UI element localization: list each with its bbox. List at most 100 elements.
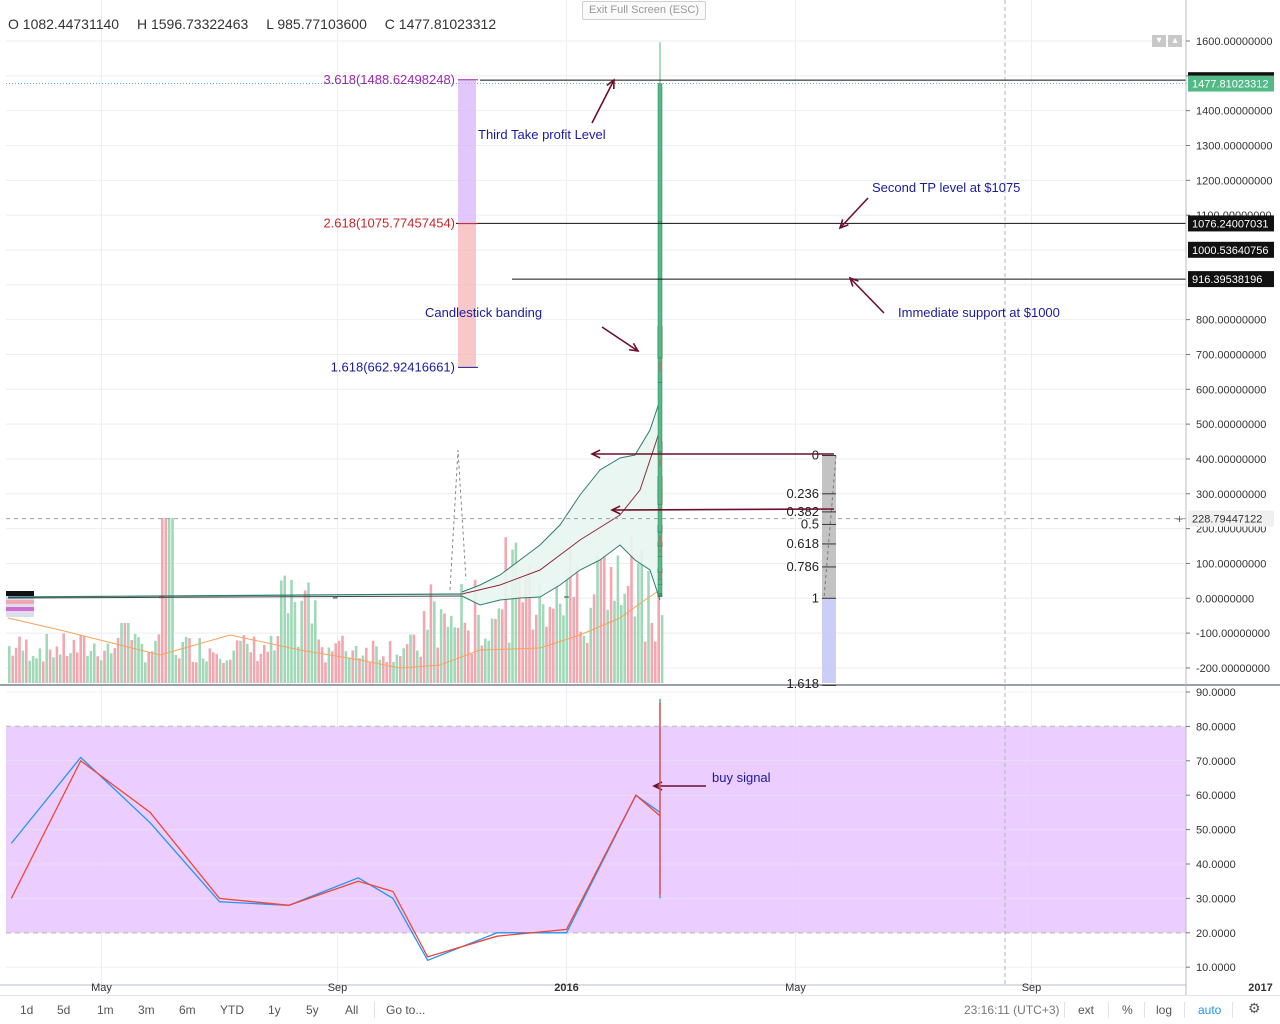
price-label-box	[1188, 271, 1274, 288]
volume-bar	[314, 600, 317, 683]
early-price-line	[7, 593, 463, 598]
osc-tick-label: 60.0000	[1196, 790, 1236, 802]
x-tick-label: Sep	[1022, 982, 1042, 994]
range-3m-button[interactable]: 3m	[138, 1003, 155, 1017]
volume-bar	[422, 610, 426, 683]
goto-date-button[interactable]: Go to...	[386, 1003, 426, 1017]
auto-scale-toggle[interactable]: auto	[1198, 1003, 1222, 1017]
y-tick-label: 1400.00000000	[1196, 106, 1272, 118]
price-label-text: 916.39538196	[1192, 274, 1262, 286]
volume-bar	[76, 652, 79, 683]
volume-bar	[572, 596, 575, 683]
volume-bar	[235, 640, 239, 683]
volume-bar	[140, 643, 144, 683]
volume-bar	[222, 662, 225, 683]
volume-bar	[8, 646, 11, 683]
candle-body	[564, 596, 569, 598]
volume-bar	[65, 656, 69, 683]
settings-gear-icon[interactable]: ⚙	[1248, 1000, 1261, 1016]
percent-scale-toggle[interactable]: %	[1122, 1003, 1133, 1017]
volume-bar	[181, 642, 184, 683]
extended-hours-toggle[interactable]: ext	[1078, 1003, 1095, 1017]
y-tick-label: 600.00000000	[1196, 384, 1266, 396]
x-tick-label: May	[91, 982, 112, 994]
log-scale-toggle[interactable]: log	[1156, 1003, 1173, 1017]
volume-bar	[375, 646, 378, 683]
volume-bar	[259, 653, 263, 683]
volume-bar	[392, 662, 395, 683]
volume-bar	[89, 650, 93, 683]
volume-bar	[637, 563, 640, 683]
y-tick-label: 0.00000000	[1196, 593, 1254, 605]
volume-bar	[188, 638, 191, 683]
volume-bar	[184, 636, 188, 683]
volume-bar	[378, 659, 382, 683]
crosshair-plus-icon: +	[1176, 512, 1183, 526]
osc-tick-label: 70.0000	[1196, 756, 1236, 768]
volume-bar	[351, 650, 354, 683]
osc-tick-label: 30.0000	[1196, 893, 1236, 905]
range-5y-button[interactable]: 5y	[306, 1003, 319, 1017]
volume-bar	[609, 567, 613, 683]
annotation-third-tp: Third Take profit Level	[478, 127, 606, 142]
minimize-pane-icon[interactable]: ▾	[1152, 35, 1166, 47]
volume-bar	[620, 605, 623, 683]
volume-bar	[640, 550, 643, 683]
volume-bar	[433, 601, 436, 683]
volume-bar	[327, 647, 331, 683]
ohlc-high: H 1596.73322463	[136, 16, 249, 32]
volume-bar	[300, 600, 303, 683]
volume-bar	[106, 643, 110, 683]
toolbar-divider	[1232, 1002, 1233, 1018]
price-label-box	[1188, 510, 1274, 527]
volume-bar	[524, 577, 528, 683]
fib-ret-label: 0.382	[786, 504, 819, 519]
volume-bar	[518, 575, 521, 683]
volume-bar	[62, 633, 65, 683]
volume-bar	[45, 633, 48, 683]
toolbar-divider	[374, 1002, 375, 1018]
volume-bar	[477, 614, 480, 683]
volume-bar	[626, 585, 630, 683]
osc-tick-label: 20.0000	[1196, 928, 1236, 940]
bollinger-basis	[461, 429, 661, 595]
volume-bar	[541, 604, 545, 683]
volume-ma-line	[7, 589, 661, 669]
volume-bar	[460, 584, 463, 683]
volume-bar	[147, 652, 150, 683]
arrow-third-tp-head	[606, 78, 615, 90]
maximize-pane-icon[interactable]: ▴	[1168, 35, 1182, 47]
bollinger-upper	[461, 399, 661, 593]
range-6m-button[interactable]: 6m	[179, 1003, 196, 1017]
volume-bar	[412, 634, 416, 683]
volume-bar	[647, 571, 650, 683]
y-tick-label: 1300.00000000	[1196, 140, 1272, 152]
volume-bar	[514, 542, 518, 683]
fib-ext-label: 1.618(662.92416661)	[331, 359, 455, 374]
range-all-button[interactable]: All	[345, 1003, 359, 1017]
range-1m-button[interactable]: 1m	[97, 1003, 114, 1017]
x-tick-label: 2016	[554, 982, 578, 994]
range-ytd-button[interactable]: YTD	[220, 1003, 244, 1017]
y-tick-label: -200.00000000	[1196, 663, 1270, 675]
legend-swatch	[6, 607, 34, 611]
volume-bar	[11, 655, 14, 683]
exit-fullscreen-button[interactable]: Exit Full Screen (ESC)	[582, 1, 706, 20]
volume-bar	[246, 643, 249, 683]
volume-bar	[35, 658, 38, 683]
volume-bar	[426, 629, 429, 683]
volume-bar	[562, 615, 565, 683]
y-tick-label: 400.00000000	[1196, 454, 1266, 466]
volume-bar	[123, 623, 127, 683]
range-1d-button[interactable]: 1d	[20, 1003, 34, 1017]
volume-bar	[358, 658, 361, 683]
range-1y-button[interactable]: 1y	[268, 1003, 281, 1017]
volume-bar	[79, 635, 82, 683]
volume-bar	[650, 622, 654, 683]
price-label-text: 1477.81023312	[1192, 79, 1268, 91]
volume-bar	[52, 657, 55, 683]
volume-bar	[55, 646, 59, 683]
range-5d-button[interactable]: 5d	[57, 1003, 71, 1017]
volume-bar	[154, 640, 157, 683]
